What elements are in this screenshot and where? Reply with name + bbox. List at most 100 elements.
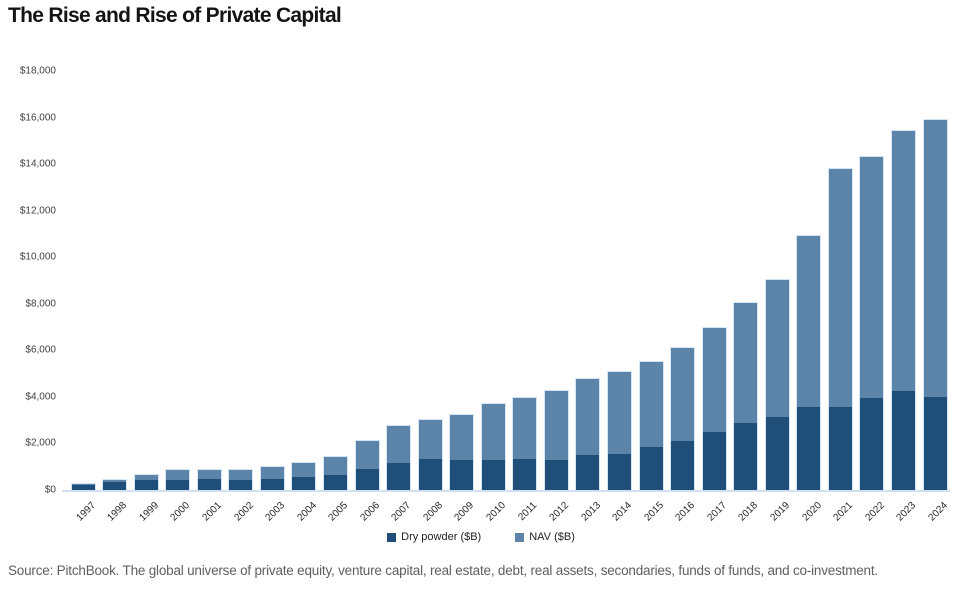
nav-segment	[671, 348, 695, 441]
dry-powder-segment	[292, 476, 316, 490]
legend-item-nav: NAV ($B)	[515, 531, 575, 543]
y-tick-label: $0	[44, 484, 56, 496]
dry-powder-segment	[103, 482, 127, 490]
nav-segment	[765, 280, 789, 417]
y-tick-label: $2,000	[25, 437, 56, 449]
bar-group-1999	[134, 474, 158, 490]
x-tick-label: 2006	[358, 500, 382, 524]
nav-segment	[923, 120, 947, 398]
x-tick-label: 2022	[863, 500, 887, 524]
x-tick-label: 2012	[547, 500, 572, 524]
bar-group-2015	[639, 362, 663, 490]
x-tick-label: 2016	[673, 500, 698, 524]
nav-segment	[891, 130, 915, 391]
dry-powder-segment	[513, 459, 537, 490]
bar-group-2000	[166, 470, 190, 490]
nav-segment	[544, 390, 568, 460]
bar-group-2009	[450, 415, 474, 490]
dry-powder-segment	[71, 485, 95, 490]
bar-group-2013	[576, 379, 600, 490]
nav-segment	[481, 404, 505, 461]
bar-group-2012	[544, 390, 568, 490]
bar-group-2024	[923, 120, 947, 490]
x-tick-label: 2000	[168, 500, 193, 524]
bar-group-2021	[828, 168, 852, 490]
dry-powder-segment	[387, 463, 411, 490]
bar-group-2010	[481, 404, 505, 490]
dry-powder-segment	[828, 406, 852, 490]
x-tick-label: 2004	[295, 500, 319, 524]
x-tick-label: 2014	[610, 500, 635, 524]
nav-segment	[134, 474, 158, 480]
dry-powder-segment	[481, 460, 505, 490]
dry-powder-segment	[797, 407, 821, 490]
chart-title: The Rise and Rise of Private Capital	[8, 4, 342, 27]
dry-powder-segment	[166, 479, 190, 490]
legend: Dry powder ($B) NAV ($B)	[0, 531, 962, 543]
dry-powder-segment	[734, 422, 758, 490]
nav-swatch-icon	[515, 532, 525, 542]
bar-group-2002	[229, 469, 253, 490]
dry-powder-segment	[891, 390, 915, 490]
y-tick-label: $4,000	[25, 391, 56, 403]
y-tick-label: $10,000	[19, 251, 56, 263]
nav-segment	[418, 419, 442, 460]
y-tick-label: $8,000	[25, 298, 56, 310]
bar-group-2001	[197, 469, 221, 490]
x-tick-label: 2007	[389, 500, 414, 524]
x-tick-label: 1999	[137, 500, 161, 524]
bar-group-2014	[607, 371, 631, 490]
y-tick-label: $12,000	[19, 205, 56, 217]
bar-group-2019	[765, 280, 789, 490]
dry-powder-segment	[134, 479, 158, 490]
nav-segment	[828, 168, 852, 407]
dry-powder-segment	[197, 479, 221, 490]
legend-item-dry-powder: Dry powder ($B)	[387, 531, 481, 543]
y-tick-label: $6,000	[25, 344, 56, 356]
x-tick-label: 2013	[579, 500, 603, 524]
x-tick-label: 2010	[484, 500, 509, 524]
nav-segment	[797, 236, 821, 408]
legend-label-nav: NAV ($B)	[529, 531, 575, 543]
bar-group-2020	[797, 236, 821, 490]
x-tick-label: 1997	[74, 500, 98, 524]
nav-segment	[734, 302, 758, 423]
x-tick-label: 2021	[831, 500, 856, 524]
y-tick-label: $14,000	[19, 158, 56, 170]
bar-group-2003	[260, 466, 284, 490]
x-tick-label: 2020	[800, 500, 824, 524]
bar-group-2005	[323, 456, 347, 490]
nav-segment	[860, 157, 884, 399]
nav-segment	[197, 469, 221, 480]
nav-segment	[450, 415, 474, 460]
bar-group-2006	[355, 440, 379, 490]
x-tick-label: 2001	[200, 500, 225, 524]
nav-segment	[166, 470, 190, 480]
x-tick-label: 2003	[263, 500, 288, 524]
dry-powder-segment	[607, 453, 631, 490]
bar-group-2016	[671, 348, 695, 490]
bar-group-2022	[860, 157, 884, 490]
nav-segment	[229, 469, 253, 480]
dry-powder-segment	[923, 397, 947, 490]
x-axis-line	[62, 490, 950, 492]
x-tick-label: 2009	[452, 500, 477, 524]
nav-segment	[71, 484, 95, 486]
dry-powder-segment	[544, 459, 568, 490]
y-tick-label: $18,000	[19, 65, 56, 77]
nav-segment	[639, 362, 663, 447]
nav-segment	[607, 371, 631, 454]
bar-group-2011	[513, 398, 537, 490]
dry-powder-segment	[323, 474, 347, 490]
nav-segment	[513, 398, 537, 460]
legend-label-dry-powder: Dry powder ($B)	[401, 531, 482, 543]
dry-powder-segment	[765, 416, 789, 490]
nav-segment	[323, 456, 347, 475]
x-tick-label: 2023	[894, 500, 919, 524]
dry-powder-segment	[450, 459, 474, 490]
x-tick-label: 2011	[516, 500, 540, 523]
x-tick-label: 2008	[421, 500, 445, 524]
x-tick-label: 1998	[105, 500, 130, 524]
dry-powder-segment	[260, 479, 284, 490]
